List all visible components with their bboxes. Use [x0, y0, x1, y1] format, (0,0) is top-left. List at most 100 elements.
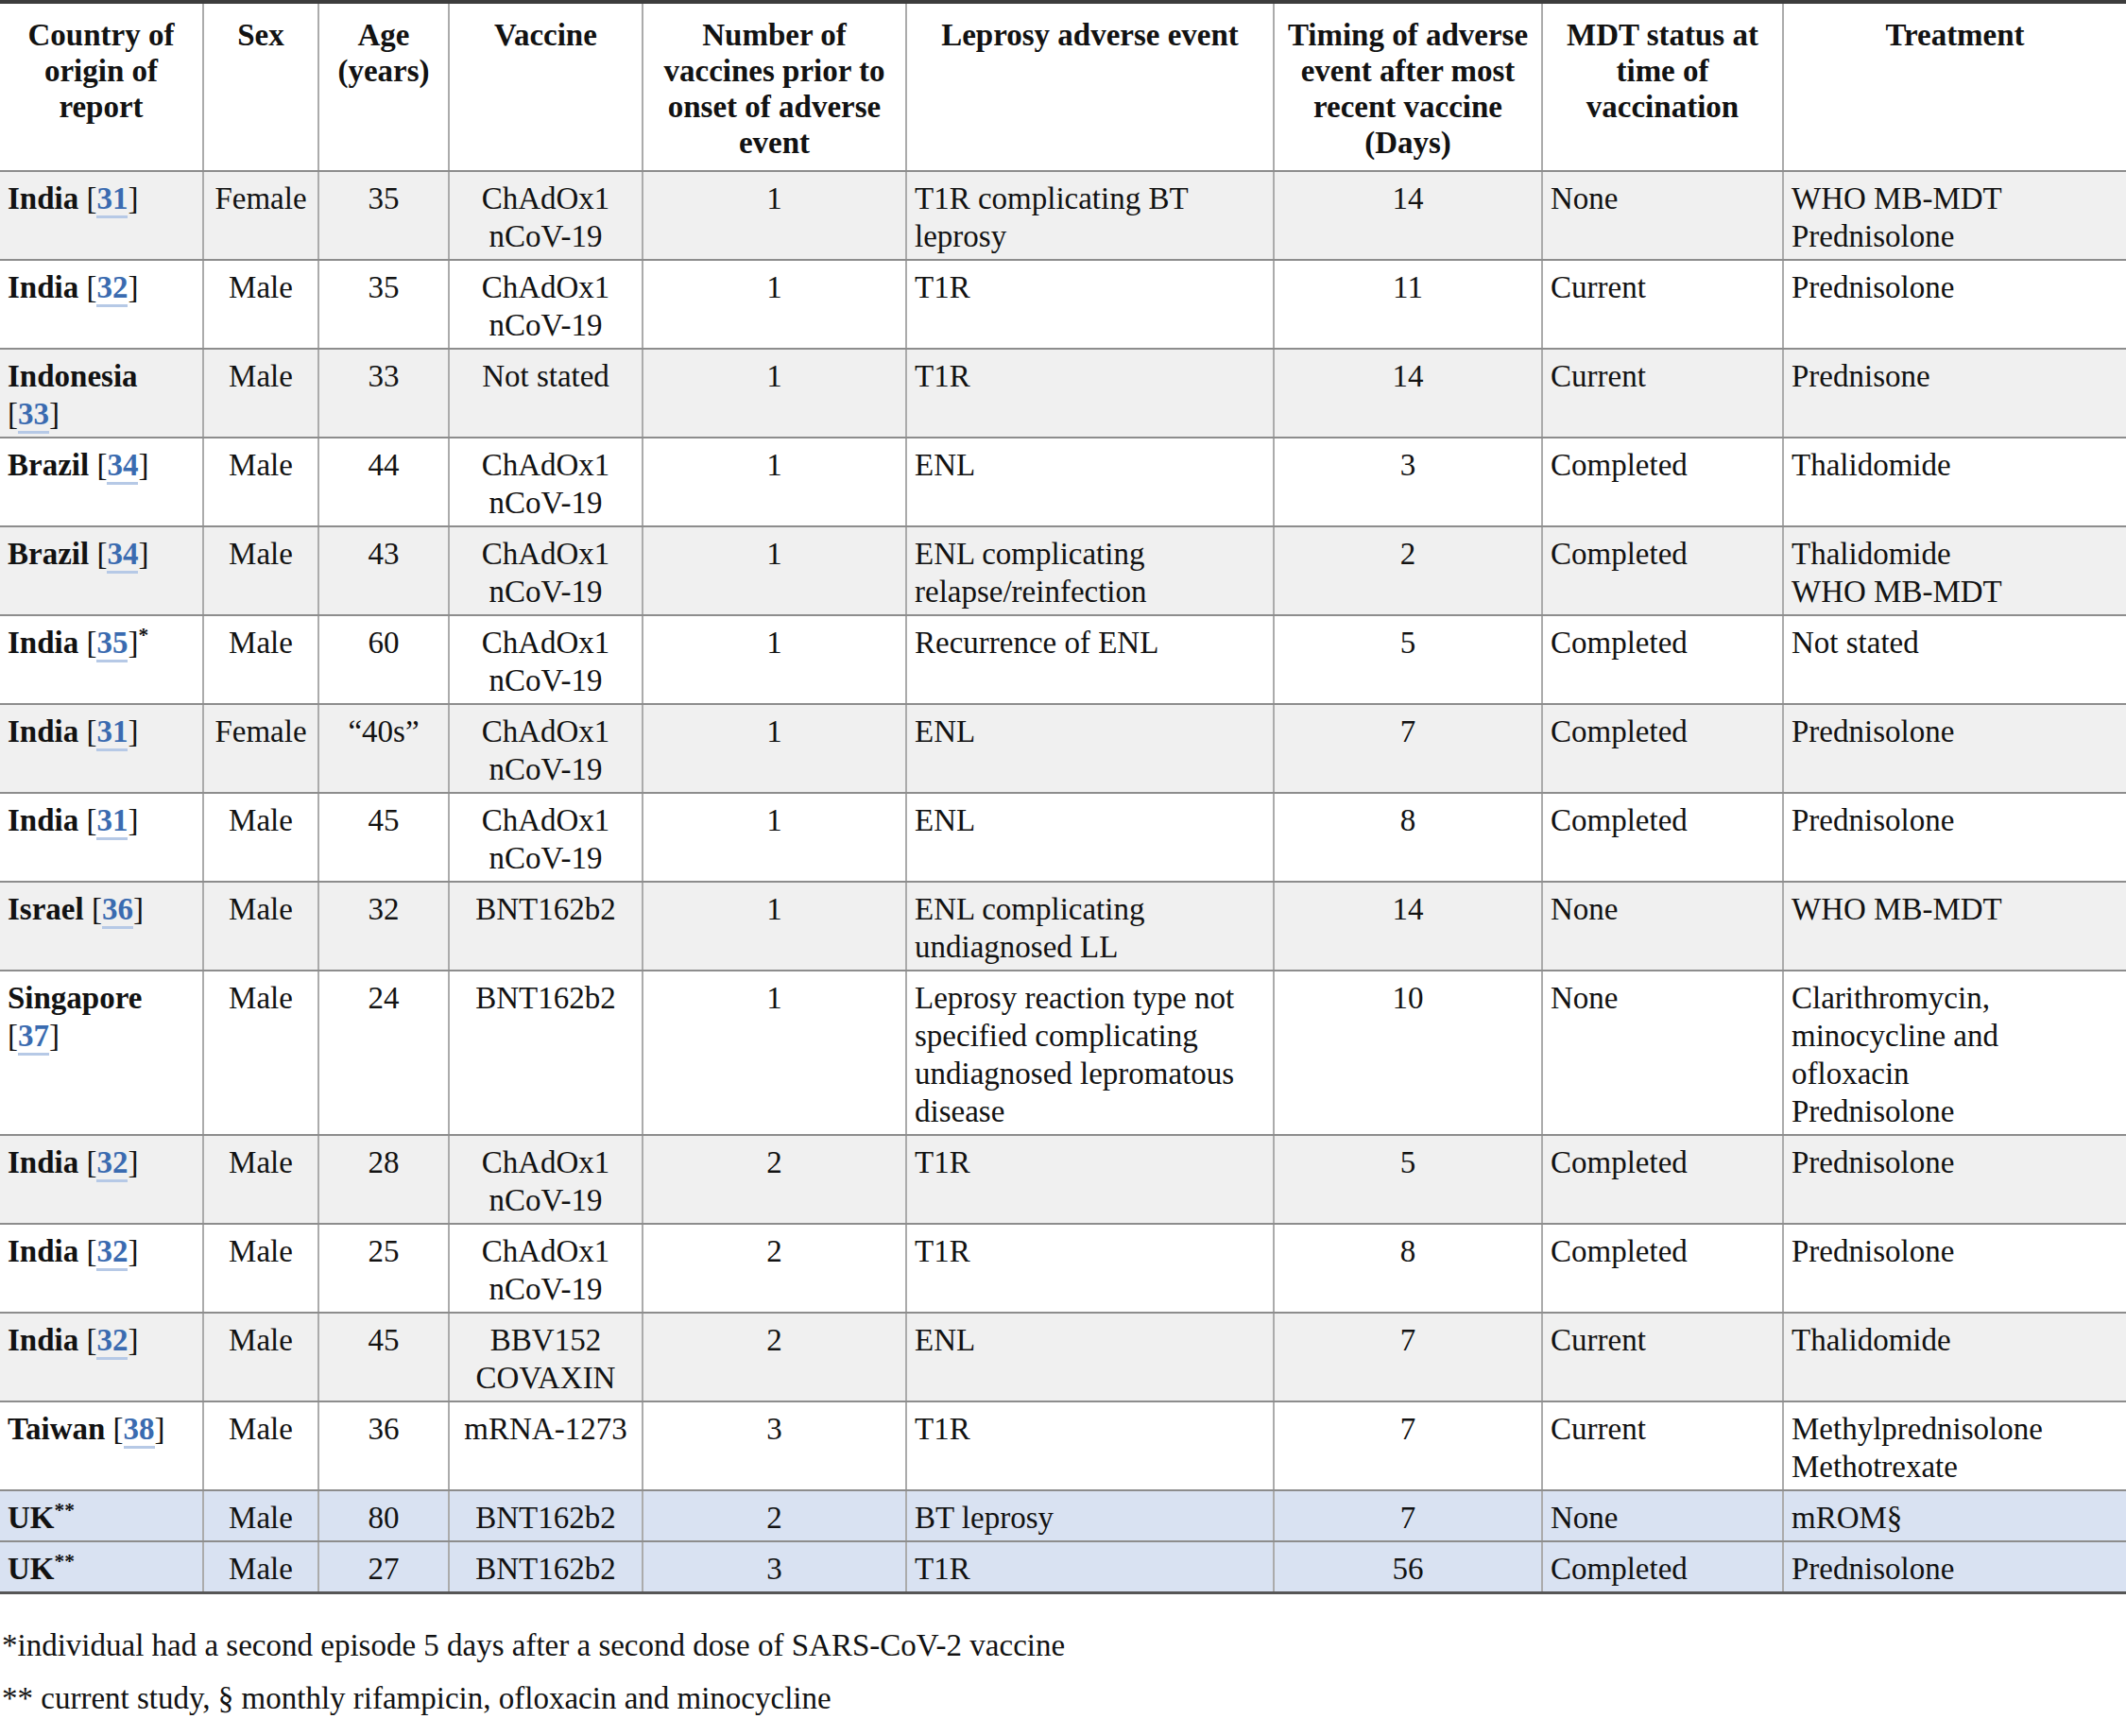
cell-event: T1R: [906, 1135, 1274, 1224]
col-header-age: Age (years): [318, 2, 449, 171]
country-name: Brazil: [8, 537, 89, 571]
cell-country: India [32]: [0, 1224, 203, 1313]
cell-country: Taiwan [38]: [0, 1401, 203, 1490]
cell-treatment: Not stated: [1783, 615, 2126, 704]
reference-link[interactable]: 31: [96, 803, 128, 840]
table-row: Brazil [34]Male44ChAdOx1 nCoV-191ENL3Com…: [0, 438, 2126, 526]
table-header: Country of origin of report Sex Age (yea…: [0, 2, 2126, 171]
country-name: India: [8, 714, 78, 748]
cell-sex: Male: [203, 349, 318, 438]
cell-mdt: Completed: [1542, 1541, 1783, 1593]
cell-treatment: Prednisone: [1783, 349, 2126, 438]
cell-country: India [31]: [0, 704, 203, 793]
table-row: India [32]Male35ChAdOx1 nCoV-191T1R11Cur…: [0, 260, 2126, 349]
cell-mdt: Completed: [1542, 704, 1783, 793]
cell-timing: 7: [1274, 1313, 1542, 1401]
cell-age: 35: [318, 260, 449, 349]
cell-age: 36: [318, 1401, 449, 1490]
footnote-marker: **: [55, 1499, 75, 1521]
col-header-mdt: MDT status at time of vaccination: [1542, 2, 1783, 171]
cell-treatment: Clarithromycin, minocycline and ofloxaci…: [1783, 971, 2126, 1135]
table-row: India [35]*Male60ChAdOx1 nCoV-191Recurre…: [0, 615, 2126, 704]
cell-doses: 2: [643, 1313, 906, 1401]
footnote-double-asterisk: ** current study, § monthly rifampicin, …: [2, 1679, 2122, 1717]
cell-event: T1R: [906, 1224, 1274, 1313]
table-row: India [31]Female“40s”ChAdOx1 nCoV-191ENL…: [0, 704, 2126, 793]
cell-event: ENL: [906, 1313, 1274, 1401]
cell-sex: Female: [203, 171, 318, 260]
table-row: India [32]Male25ChAdOx1 nCoV-192T1R8Comp…: [0, 1224, 2126, 1313]
cell-age: 33: [318, 349, 449, 438]
cell-sex: Male: [203, 1313, 318, 1401]
reference-link[interactable]: 31: [96, 714, 128, 751]
table-row: Israel [36]Male32BNT162b21ENL complicati…: [0, 882, 2126, 971]
cell-treatment: Prednisolone: [1783, 704, 2126, 793]
cell-age: 80: [318, 1490, 449, 1541]
reference-link[interactable]: 36: [102, 892, 133, 929]
cell-vaccine: ChAdOx1 nCoV-19: [449, 1135, 643, 1224]
cell-sex: Female: [203, 704, 318, 793]
cell-vaccine: ChAdOx1 nCoV-19: [449, 793, 643, 882]
cell-age: 25: [318, 1224, 449, 1313]
cell-age: 45: [318, 793, 449, 882]
cell-mdt: Completed: [1542, 793, 1783, 882]
cell-event: T1R: [906, 1541, 1274, 1593]
country-name: India: [8, 1323, 78, 1357]
cell-event: ENL: [906, 438, 1274, 526]
cell-vaccine: BNT162b2: [449, 971, 643, 1135]
cell-treatment: Prednisolone: [1783, 793, 2126, 882]
cell-event: ENL: [906, 704, 1274, 793]
cell-mdt: None: [1542, 171, 1783, 260]
cell-vaccine: mRNA-1273: [449, 1401, 643, 1490]
cell-event: ENL complicating relapse/reinfection: [906, 526, 1274, 615]
reference-link[interactable]: 35: [96, 626, 128, 662]
cell-country: India [32]: [0, 1135, 203, 1224]
cell-treatment: WHO MB-MDT: [1783, 882, 2126, 971]
cell-doses: 3: [643, 1401, 906, 1490]
table-row: India [31]Male45ChAdOx1 nCoV-191ENL8Comp…: [0, 793, 2126, 882]
cell-doses: 1: [643, 260, 906, 349]
cell-vaccine: ChAdOx1 nCoV-19: [449, 1224, 643, 1313]
footnote-marker: *: [138, 624, 148, 646]
reference-link[interactable]: 34: [107, 448, 138, 485]
cell-vaccine: ChAdOx1 nCoV-19: [449, 615, 643, 704]
table-row: India [31]Female35ChAdOx1 nCoV-191T1R co…: [0, 171, 2126, 260]
cell-event: T1R: [906, 260, 1274, 349]
reference-link[interactable]: 37: [18, 1019, 49, 1056]
cell-vaccine: ChAdOx1 nCoV-19: [449, 526, 643, 615]
cell-sex: Male: [203, 882, 318, 971]
col-header-doses: Number of vaccines prior to onset of adv…: [643, 2, 906, 171]
cell-treatment: Prednisolone: [1783, 1135, 2126, 1224]
cell-country: Singapore [37]: [0, 971, 203, 1135]
cell-mdt: Completed: [1542, 438, 1783, 526]
reference-link[interactable]: 32: [96, 1234, 128, 1271]
cell-event: ENL: [906, 793, 1274, 882]
cell-sex: Male: [203, 615, 318, 704]
col-header-timing: Timing of adverse event after most recen…: [1274, 2, 1542, 171]
col-header-treatment: Treatment: [1783, 2, 2126, 171]
cell-vaccine: BNT162b2: [449, 1490, 643, 1541]
cell-mdt: Completed: [1542, 615, 1783, 704]
cell-timing: 7: [1274, 1401, 1542, 1490]
reference-link[interactable]: 38: [124, 1412, 155, 1449]
reference-link[interactable]: 34: [107, 537, 138, 574]
reference-link[interactable]: 32: [96, 270, 128, 307]
reference-link[interactable]: 32: [96, 1323, 128, 1360]
cell-mdt: Completed: [1542, 526, 1783, 615]
reference-link[interactable]: 32: [96, 1145, 128, 1182]
col-header-event: Leprosy adverse event: [906, 2, 1274, 171]
cell-timing: 11: [1274, 260, 1542, 349]
cell-timing: 8: [1274, 1224, 1542, 1313]
cell-event: Recurrence of ENL: [906, 615, 1274, 704]
table-row: UK**Male27BNT162b23T1R56CompletedPrednis…: [0, 1541, 2126, 1593]
reference-link[interactable]: 31: [96, 181, 128, 218]
cell-vaccine: BBV152 COVAXIN: [449, 1313, 643, 1401]
reference-link[interactable]: 33: [18, 397, 49, 434]
country-name: UK: [8, 1501, 55, 1535]
cell-vaccine: ChAdOx1 nCoV-19: [449, 438, 643, 526]
country-name: India: [8, 626, 78, 660]
cell-sex: Male: [203, 793, 318, 882]
cell-sex: Male: [203, 1541, 318, 1593]
cell-doses: 1: [643, 438, 906, 526]
cell-doses: 1: [643, 793, 906, 882]
